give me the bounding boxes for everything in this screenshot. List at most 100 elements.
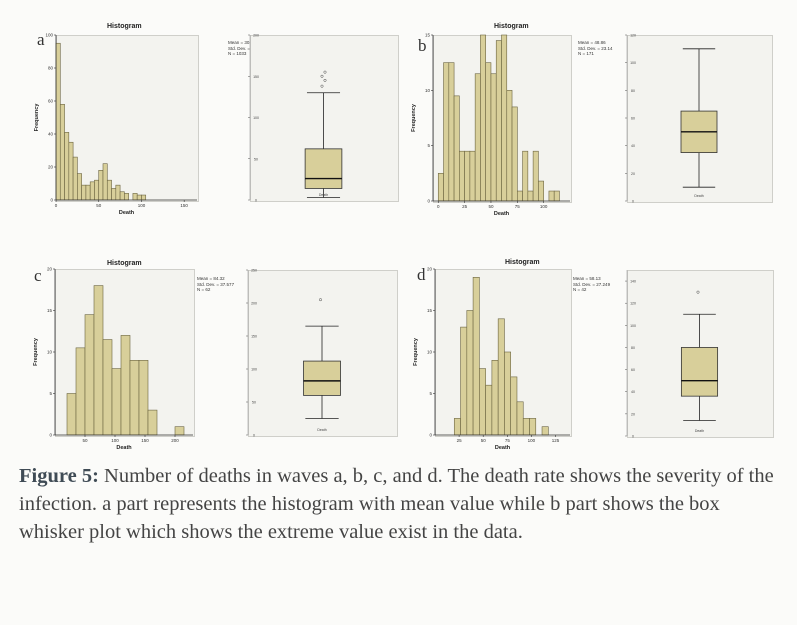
histogram-bar	[529, 418, 537, 436]
histogram-bar	[136, 194, 142, 201]
y-tick-label: 15	[47, 308, 53, 313]
boxplot-c: 0 50 100 150 200 250 Death	[246, 269, 341, 438]
histogram-bar	[55, 42, 61, 201]
stat-std-dev: Std. Dev. = 27.249	[573, 281, 611, 287]
y-tick-label: 20	[47, 267, 53, 272]
x-tick-label: 50	[96, 203, 102, 208]
histogram-bar	[497, 318, 505, 436]
x-tick-label: 0	[55, 203, 58, 208]
x-tick-label: 100	[528, 438, 536, 443]
y-tick-label: 200	[251, 302, 257, 306]
x-tick-label: 75	[505, 438, 511, 443]
histogram-bar	[464, 150, 471, 202]
y-tick-label: 20	[631, 172, 635, 176]
y-tick-label: 0	[632, 435, 634, 439]
histogram-c: 50 100 150 200 0 5 10 15 20 Death Frequency	[33, 267, 193, 451]
y-tick-label: 0	[255, 199, 257, 203]
y-tick-label: 250	[251, 269, 257, 273]
histogram-bar	[466, 310, 474, 436]
stat-n: N = 171	[578, 51, 594, 56]
stat-n: N = 1033	[228, 51, 247, 56]
y-tick-label: 5	[427, 143, 430, 148]
histogram-bar	[506, 90, 513, 202]
histogram-bar	[68, 141, 74, 201]
histogram-title-b: Histogram	[494, 23, 529, 30]
histogram-bar	[111, 188, 117, 201]
box-category-label: Death	[317, 428, 326, 432]
histogram-bar	[510, 376, 518, 436]
x-tick-label: 125	[552, 438, 560, 443]
stats-box-a: Mean = 30.23 Std. Dev. = 36.800 N = 1033	[228, 40, 265, 57]
histogram-bar	[443, 62, 450, 202]
panel-letter-c: c	[34, 266, 42, 285]
y-tick-label: 150	[251, 335, 257, 339]
histogram-bar	[147, 409, 158, 436]
histogram-bar	[516, 401, 524, 436]
y-tick-label: 40	[631, 390, 635, 394]
histogram-bar	[453, 95, 460, 202]
y-axis-label: Frequency	[33, 337, 39, 366]
y-tick-label: 0	[427, 199, 430, 204]
x-axis-label: Death	[495, 445, 511, 451]
y-tick-label: 0	[253, 434, 255, 438]
histogram-bar	[459, 150, 465, 202]
histogram-bar	[485, 62, 492, 202]
y-tick-label: 60	[48, 99, 54, 104]
histogram-bar	[479, 368, 486, 436]
stat-mean: Mean = 58.13	[573, 276, 601, 281]
y-tick-label: 40	[631, 144, 635, 148]
histogram-bar	[491, 360, 499, 436]
outlier-point	[323, 70, 327, 74]
x-tick-label: 150	[141, 438, 149, 443]
histogram-bar	[115, 184, 121, 201]
x-tick-label: 150	[180, 203, 188, 208]
histogram-title-c: Histogram	[107, 260, 142, 267]
boxplot-c-background	[248, 270, 398, 437]
stats-box-c: Mean = 84.32 Std. Dev. = 37.577 N = 62	[197, 276, 234, 293]
histogram-bar	[93, 285, 104, 436]
figure-caption: Figure 5: Number of deaths in waves a, b…	[19, 462, 774, 546]
stat-n: N = 62	[197, 287, 211, 292]
histogram-bar	[59, 104, 65, 201]
histogram-bar	[106, 179, 112, 201]
boxplot-a: 0 50 100 150 200 Death	[248, 34, 343, 203]
histogram-bar	[77, 173, 82, 201]
histogram-bar	[532, 150, 539, 202]
histogram-bar	[138, 360, 149, 436]
histogram-bar	[501, 34, 508, 202]
histogram-bar	[81, 184, 87, 201]
box-iqr	[303, 360, 341, 396]
box-category-label: Death	[695, 429, 704, 433]
stat-std-dev: Std. Dev. = 37.577	[197, 281, 235, 287]
box-iqr	[304, 148, 343, 189]
y-tick-label: 15	[427, 308, 433, 313]
boxplot-b: 0 20 40 60 80 100 120 Death	[625, 34, 718, 204]
stat-mean: Mean = 84.32	[197, 276, 225, 281]
x-tick-label: 100	[111, 438, 119, 443]
histogram-bar	[111, 368, 122, 436]
histogram-bar	[504, 351, 511, 436]
x-tick-label: 0	[437, 204, 440, 209]
y-tick-label: 5	[49, 391, 52, 396]
outlier-point	[696, 290, 700, 294]
histogram-b: 0 25 50 75 100 0 5 10 15 Death Frequency	[411, 33, 570, 217]
y-tick-label: 100	[630, 61, 636, 65]
y-tick-label: 40	[48, 132, 54, 137]
y-axis-label: Frequency	[413, 337, 419, 366]
histogram-bar	[522, 418, 530, 436]
x-tick-label: 50	[82, 438, 88, 443]
histogram-bar	[460, 326, 468, 436]
histogram-bar	[522, 150, 529, 202]
x-axis-label: Death	[494, 211, 510, 217]
y-tick-label: 0	[50, 198, 53, 203]
histogram-bar	[120, 335, 131, 436]
y-tick-label: 0	[632, 200, 634, 204]
y-tick-label: 50	[252, 401, 256, 405]
histogram-bar	[94, 179, 100, 201]
stat-mean: Mean = 30.23	[228, 40, 256, 45]
outlier-point	[320, 74, 324, 78]
histogram-bar	[102, 339, 113, 436]
y-tick-label: 20	[631, 412, 635, 416]
histogram-bar	[72, 156, 78, 201]
histogram-bar	[517, 190, 523, 202]
